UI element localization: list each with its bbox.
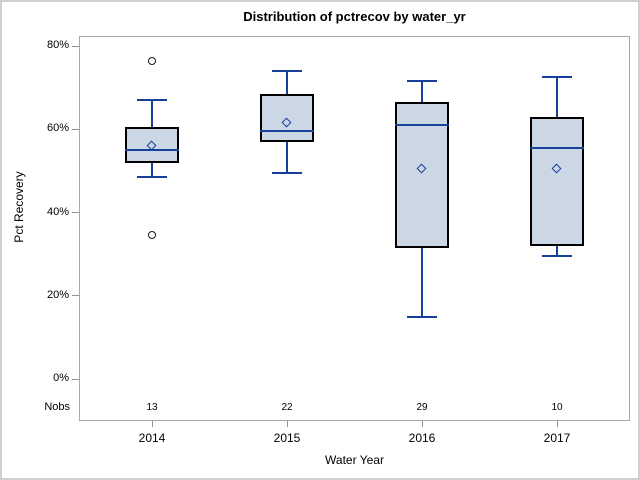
nobs-value: 10 xyxy=(551,402,563,413)
whisker-cap-top xyxy=(272,69,302,72)
x-tick-label: 2014 xyxy=(138,431,166,445)
x-tick-mark xyxy=(421,421,423,427)
nobs-row-label: Nobs xyxy=(44,401,70,413)
x-tick-mark xyxy=(151,421,153,427)
box-2017 xyxy=(530,116,584,246)
whisker-cap-bottom xyxy=(407,315,437,318)
box-2014 xyxy=(125,127,179,163)
y-tick-label: 60% xyxy=(46,122,69,135)
box-2016 xyxy=(395,102,449,248)
whisker-cap-bottom xyxy=(542,255,572,258)
nobs-value: 22 xyxy=(281,402,293,413)
y-tick-label: 0% xyxy=(53,372,69,384)
box-2015 xyxy=(260,93,314,142)
whisker-cap-top xyxy=(407,80,437,83)
x-tick-label: 2017 xyxy=(543,431,571,445)
median-line xyxy=(530,146,584,149)
whisker-cap-top xyxy=(137,99,167,102)
outlier-circle-icon xyxy=(148,231,156,240)
y-tick-mark xyxy=(72,45,79,47)
x-axis-title: Water Year xyxy=(325,453,384,467)
y-tick-mark xyxy=(72,295,79,297)
x-tick-label: 2016 xyxy=(408,431,436,445)
whisker-cap-bottom xyxy=(137,176,167,179)
y-tick-label: 20% xyxy=(46,288,69,301)
y-tick-mark xyxy=(72,378,79,380)
x-tick-label: 2015 xyxy=(273,431,301,445)
outlier-circle-icon xyxy=(148,56,156,65)
median-line xyxy=(260,130,314,133)
nobs-value: 29 xyxy=(416,402,428,413)
median-line xyxy=(395,124,449,127)
nobs-value: 13 xyxy=(146,402,158,413)
whisker-cap-bottom xyxy=(272,171,302,174)
y-axis-title: Pct Recovery xyxy=(12,171,26,243)
x-tick-mark xyxy=(286,421,288,427)
y-tick-label: 80% xyxy=(46,39,69,51)
median-line xyxy=(125,149,179,152)
y-tick-label: 40% xyxy=(46,205,69,218)
chart-title: Distribution of pctrecov by water_yr xyxy=(243,9,466,24)
y-tick-mark xyxy=(72,212,79,213)
y-tick-mark xyxy=(72,128,79,130)
x-tick-mark xyxy=(556,421,558,427)
whisker-cap-top xyxy=(542,76,572,79)
